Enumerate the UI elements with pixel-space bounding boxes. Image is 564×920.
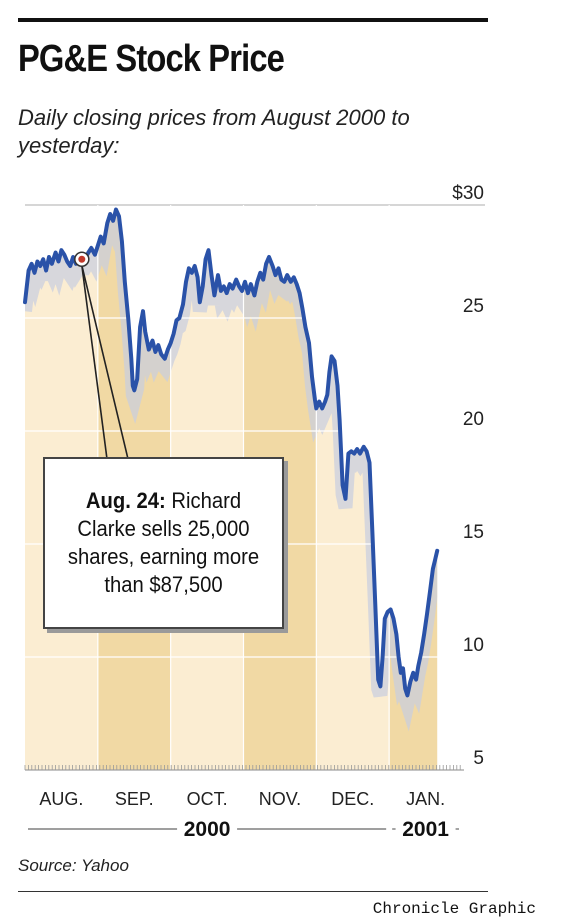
- y-tick-label: 25: [463, 296, 484, 317]
- x-month-label: DEC.: [331, 789, 374, 809]
- credit-line: Chronicle Graphic: [372, 900, 536, 918]
- chart-subtitle: Daily closing prices from August 2000 to…: [18, 105, 410, 158]
- callout-text: Aug. 24: Richard Clarke sells 25,000 sha…: [54, 487, 272, 599]
- x-month-label: NOV.: [259, 789, 301, 809]
- x-month-label: AUG.: [39, 789, 83, 809]
- y-tick-label: 10: [463, 635, 484, 656]
- highlight-marker-dot: [78, 255, 86, 263]
- y-tick-label: 20: [463, 409, 484, 430]
- x-year-label: 2001: [402, 818, 449, 841]
- y-tick-label: 5: [473, 748, 484, 769]
- top-rule: [18, 18, 488, 22]
- leader-line-right: [81, 265, 129, 460]
- bottom-rule: [18, 891, 488, 892]
- x-year-label: 2000: [184, 818, 231, 841]
- annotation-callout: Aug. 24: Richard Clarke sells 25,000 sha…: [43, 457, 284, 629]
- x-month-label: SEP.: [115, 789, 154, 809]
- callout-body: Richard Clarke sells 25,000 shares, earn…: [67, 488, 260, 597]
- leader-line-left: [81, 265, 108, 460]
- callout-date: Aug. 24:: [85, 488, 172, 513]
- x-month-label: JAN.: [406, 789, 445, 809]
- chart-title: PG&E Stock Price: [18, 38, 285, 80]
- y-tick-label: 15: [463, 522, 484, 543]
- y-tick-label: $30: [452, 183, 484, 204]
- source-note: Source: Yahoo: [18, 856, 129, 875]
- price-line: [23, 207, 440, 698]
- x-month-label: OCT.: [187, 789, 228, 809]
